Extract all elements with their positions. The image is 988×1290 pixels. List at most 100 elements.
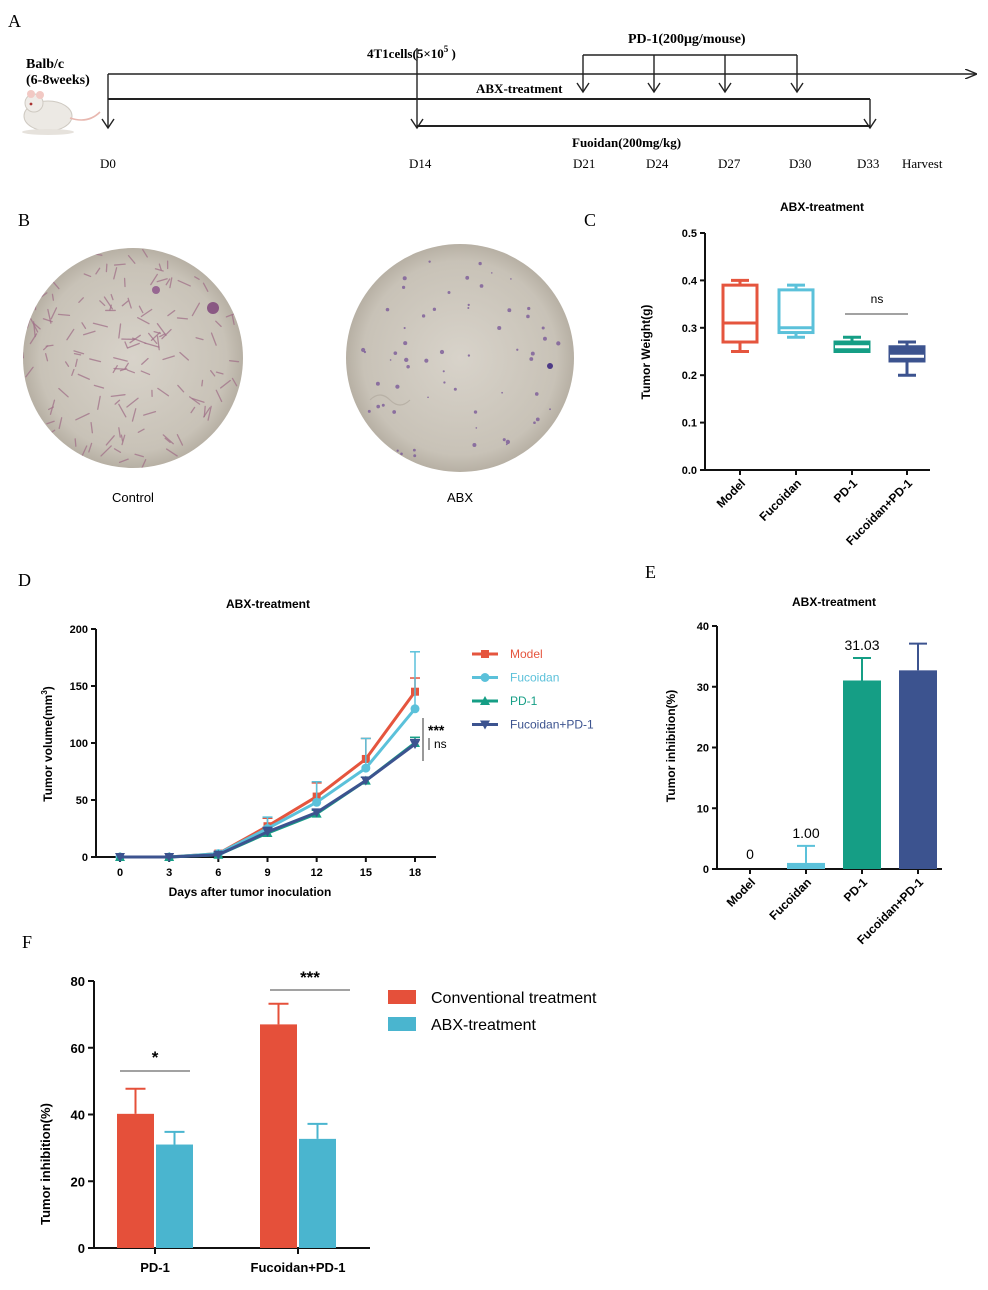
bacterium-rod	[201, 379, 204, 387]
bacterium-rod	[235, 461, 241, 468]
bacterium-dot	[385, 307, 390, 312]
bacteria-cluster	[207, 302, 219, 314]
bacterium-rod	[162, 355, 175, 361]
day-label: D24	[646, 156, 669, 171]
bacterium-rod	[58, 387, 69, 398]
bacterium-rod	[142, 249, 148, 258]
bacterium-rod	[83, 273, 92, 278]
bacterium-rod	[114, 399, 121, 405]
bacterium-rod	[120, 434, 124, 442]
bacterium-dot	[403, 326, 406, 330]
bacterium-rod	[215, 371, 224, 375]
bacterium-rod	[150, 273, 158, 286]
chart-f-y-tick-label: 60	[71, 1041, 85, 1056]
bacterium-rod	[113, 357, 128, 362]
bacterium-rod	[64, 361, 70, 367]
bacterium-dot	[376, 404, 381, 409]
bacterium-rod	[232, 248, 243, 252]
day-label: D0	[100, 156, 116, 171]
bacterium-rod	[30, 318, 39, 333]
day-label: D14	[409, 156, 432, 171]
chart-e-bar	[843, 680, 881, 869]
bacterium-rod	[46, 420, 55, 425]
bacterium-dot	[421, 314, 426, 318]
bacterium-rod	[24, 276, 33, 288]
bacterium-dot	[507, 308, 512, 313]
bacterium-dot	[478, 261, 482, 266]
mouse-age-label: (6-8weeks)	[26, 73, 90, 88]
chart-d-y-tick-label: 200	[70, 624, 88, 636]
d33-arrowhead	[863, 118, 877, 130]
bacterium-dot	[442, 370, 445, 373]
bacterium-rod	[82, 330, 96, 336]
bacterium-rod	[124, 362, 129, 370]
bacterium-rod	[177, 279, 191, 287]
bacterium-dot	[404, 357, 409, 363]
bacterium-dot	[361, 347, 366, 353]
chart-e-y-tick-label: 20	[697, 743, 709, 755]
chart-e-x-tick-label: Fucoidan	[767, 875, 815, 923]
panel-letter-d: D	[18, 570, 31, 590]
chart-c-y-tick-label: 0.4	[682, 275, 698, 287]
panel-letter-b: B	[18, 210, 30, 230]
bacterium-dot	[467, 354, 471, 357]
chart-f-y-tick-label: 80	[71, 974, 85, 989]
bacterium-dot	[554, 440, 557, 443]
bacterium-rod	[144, 342, 160, 348]
chart-d-y-tick-label: 150	[70, 681, 88, 693]
chart-d-ns-label: ns	[434, 737, 447, 751]
bacterium-rod	[51, 293, 55, 301]
bacterium-dot	[389, 359, 392, 361]
bacterium-dot	[475, 427, 478, 429]
bacterium-rod	[58, 417, 63, 430]
bacterium-rod	[23, 352, 25, 359]
chart-d-y-tick-label: 50	[76, 795, 88, 807]
bacterium-rod	[89, 358, 102, 363]
bacterium-rod	[46, 248, 58, 257]
bacterium-rod	[159, 333, 166, 338]
bacterium-rod	[134, 453, 144, 458]
abx-bacteria	[361, 258, 561, 458]
bacterium-rod	[51, 280, 60, 290]
chart-c-x-tick-label: Fucoidan	[757, 476, 805, 524]
bacterium-dot	[527, 306, 531, 311]
bacterium-dot	[497, 325, 502, 331]
bacterium-dot	[535, 265, 539, 270]
chart-d-legend-label: Fucoidan+PD-1	[510, 718, 594, 732]
bacterium-rod	[203, 407, 211, 418]
bacterium-rod	[164, 437, 171, 443]
chart-d-legend-label: Model	[510, 647, 543, 661]
chart-e-x-tick-label: PD-1	[841, 875, 870, 904]
bacterium-rod	[154, 268, 164, 272]
bacterium-rod	[215, 389, 223, 403]
bacterium-dot	[535, 417, 540, 422]
bacterium-dot	[516, 348, 519, 351]
chart-c-x-tick-label: PD-1	[831, 476, 860, 505]
chart-f-y-tick-label: 0	[78, 1241, 85, 1256]
chart-d-point	[410, 740, 420, 750]
bacterium-rod	[131, 408, 137, 422]
bacterium-dot	[427, 396, 429, 399]
bacterium-rod	[229, 360, 240, 363]
bacterium-rod	[36, 440, 44, 444]
chart-c-ylabel: Tumor Weight(g)	[639, 305, 653, 400]
chart-d-point	[480, 696, 490, 705]
chart-f-legend-label: Conventional treatment	[431, 990, 597, 1007]
bacterium-rod	[25, 312, 29, 320]
bacterium-rod	[56, 254, 64, 258]
bacterium-rod	[126, 397, 139, 408]
pd1-dose-label: PD-1(200μg/mouse)	[628, 32, 746, 47]
bacterium-rod	[75, 412, 90, 421]
bacterium-dot	[467, 306, 470, 309]
bacterium-dot	[472, 443, 477, 448]
chart-f-y-tick-label: 40	[71, 1108, 85, 1123]
chart-f-legend-label: ABX-treatment	[431, 1017, 536, 1034]
bacterium-dot	[453, 387, 457, 391]
bacterium-rod	[70, 451, 76, 461]
bacterium-dot	[526, 314, 530, 319]
bacterium-rod	[202, 282, 209, 292]
bacterium-rod	[189, 396, 201, 405]
bacterium-dot	[428, 260, 431, 263]
chart-e-y-tick-label: 10	[697, 803, 709, 815]
chart-d-point	[213, 850, 224, 860]
